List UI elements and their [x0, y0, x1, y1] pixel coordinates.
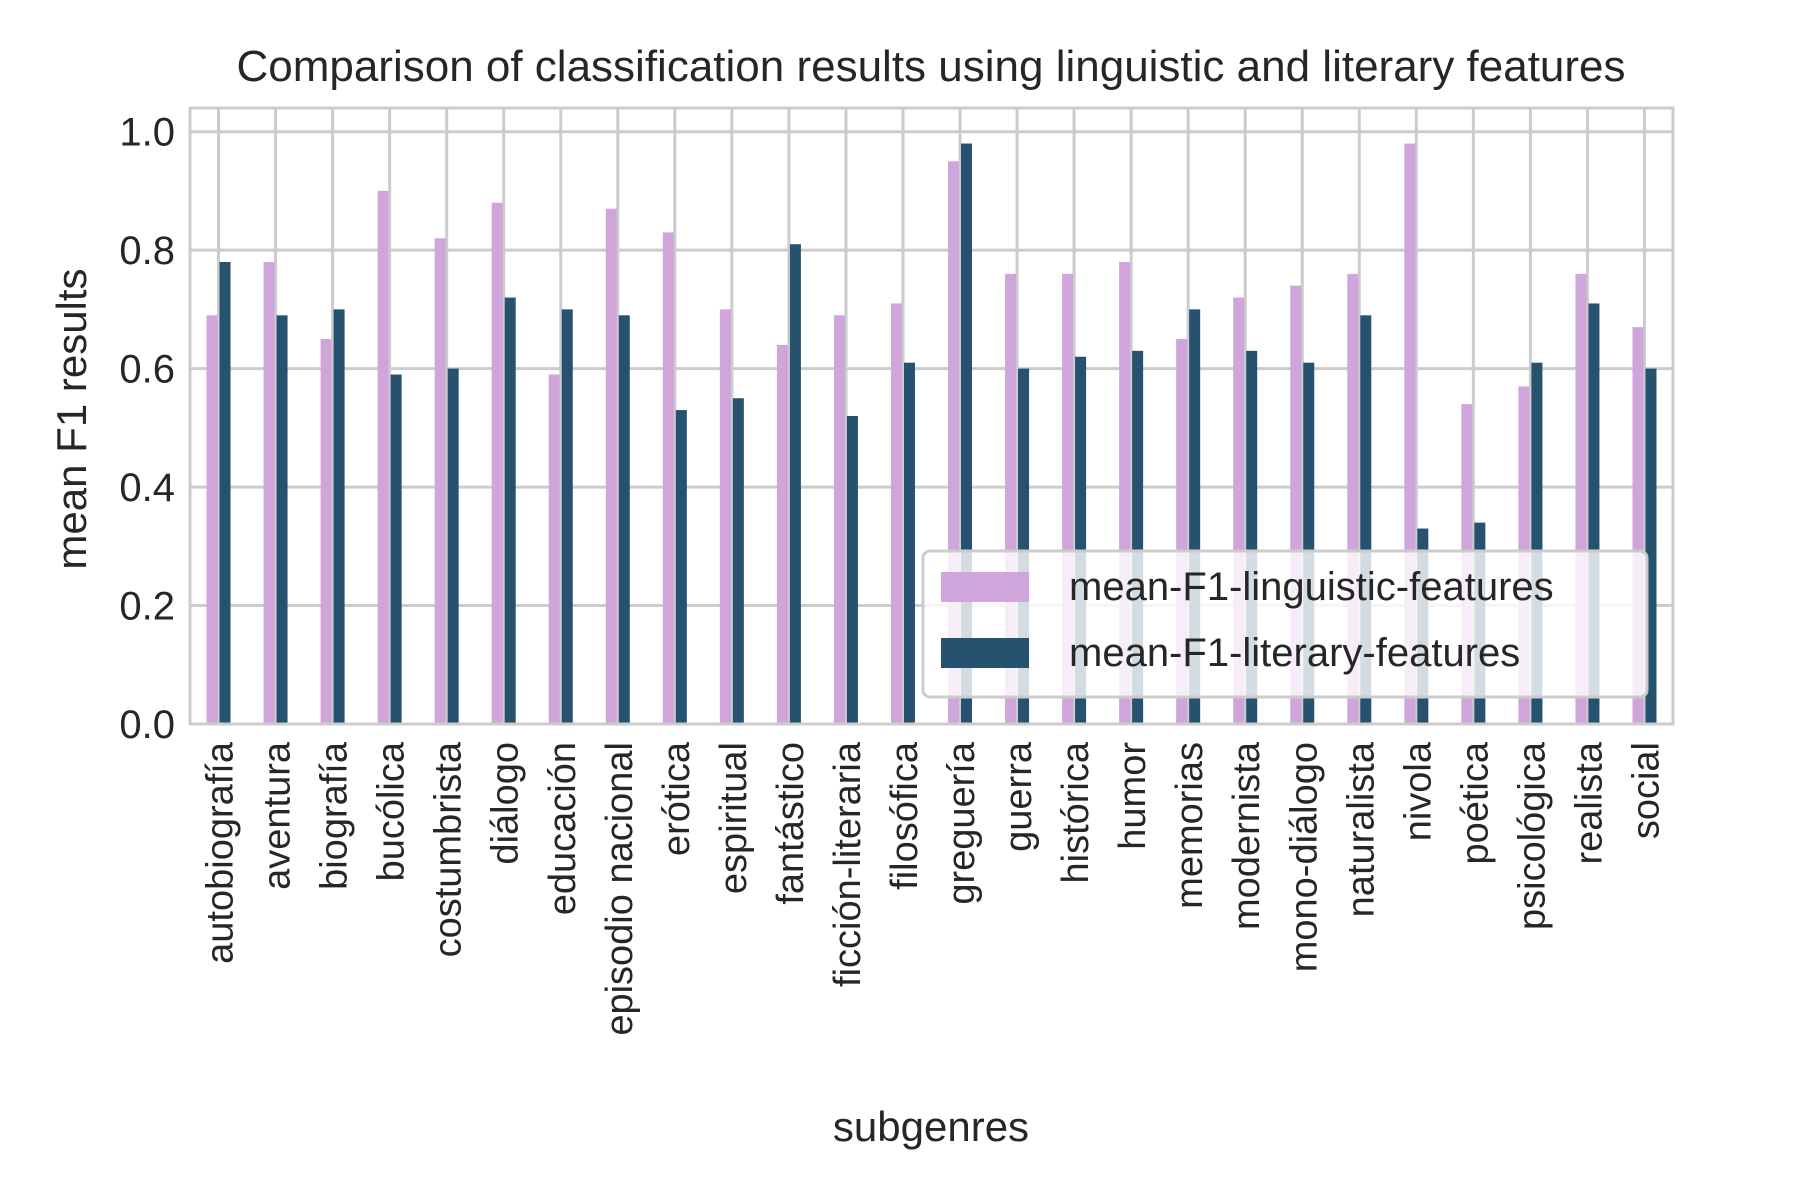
- bar-linguistic-7: [605, 208, 617, 724]
- y-tick-label: 0.2: [119, 585, 175, 629]
- bar-linguistic-5: [491, 202, 503, 724]
- bar-linguistic-20: [1347, 273, 1359, 724]
- bar-literary-5: [504, 297, 516, 724]
- bar-linguistic-14: [1005, 273, 1017, 724]
- bar-linguistic-9: [719, 309, 731, 724]
- bar-literary-20: [1360, 315, 1372, 724]
- bar-literary-2: [333, 309, 345, 724]
- x-tick-label: biografía: [314, 741, 356, 890]
- x-tick-label: educación: [542, 742, 584, 915]
- bar-linguistic-6: [548, 374, 560, 724]
- y-tick-labels: 0.0 0.2 0.4 0.6 0.8 1.0: [119, 111, 175, 747]
- legend-box: [921, 549, 1649, 699]
- bar-literary-1: [276, 315, 288, 724]
- bar-literary-6: [561, 309, 573, 724]
- x-tick-label: autobiografía: [200, 741, 242, 964]
- x-tick-label: histórica: [1055, 741, 1097, 883]
- y-tick-label: 1.0: [119, 111, 175, 155]
- x-tick-label: social: [1625, 742, 1667, 839]
- legend: mean-F1-linguistic-features mean-F1-lite…: [921, 549, 1649, 699]
- x-tick-label: humor: [1112, 742, 1154, 850]
- x-axis-title: subgenres: [833, 1103, 1029, 1150]
- y-tick-label: 0.6: [119, 348, 175, 392]
- x-tick-label: bucólica: [371, 741, 413, 881]
- bar-literary-10: [789, 244, 801, 724]
- chart-title: Comparison of classification results usi…: [236, 42, 1625, 91]
- bar-linguistic-13: [948, 161, 960, 725]
- bar-linguistic-10: [776, 344, 788, 724]
- bar-linguistic-19: [1290, 285, 1302, 724]
- bar-linguistic-16: [1119, 262, 1131, 724]
- bar-linguistic-4: [434, 238, 446, 725]
- bar-linguistic-24: [1575, 273, 1587, 724]
- y-tick-label: 0.0: [119, 703, 175, 747]
- bar-literary-8: [675, 410, 687, 724]
- legend-label-literary: mean-F1-literary-features: [1069, 631, 1520, 675]
- bar-linguistic-2: [320, 339, 332, 724]
- plot-frame: [188, 106, 1675, 726]
- x-tick-label: diálogo: [485, 742, 527, 865]
- bar-linguistic-21: [1404, 143, 1416, 725]
- bar-literary-24: [1588, 303, 1600, 724]
- x-tick-label: greguería: [941, 741, 983, 905]
- x-tick-label: costumbrista: [428, 741, 470, 957]
- x-tick-label: ficción-literaria: [827, 741, 869, 987]
- x-tick-label: aventura: [257, 741, 299, 890]
- legend-label-linguistic: mean-F1-linguistic-features: [1069, 565, 1554, 609]
- bar-literary-23: [1531, 362, 1543, 724]
- x-tick-label: guerra: [998, 741, 1040, 852]
- x-tick-label: naturalista: [1340, 741, 1382, 917]
- bar-literary-19: [1303, 362, 1315, 724]
- bar-literary-12: [903, 362, 915, 724]
- bar-linguistic-1: [263, 262, 275, 724]
- x-tick-labels: autobiografía aventura biografía bucólica co…: [200, 741, 1668, 1036]
- bar-linguistic-8: [662, 232, 674, 724]
- bar-linguistic-15: [1062, 273, 1074, 724]
- x-tick-label: modernista: [1226, 741, 1268, 930]
- bar-literary-7: [618, 315, 630, 724]
- x-tick-label: filosófica: [884, 741, 926, 890]
- bar-literary-4: [447, 368, 459, 724]
- x-tick-label: mono-diálogo: [1283, 742, 1325, 972]
- bar-literary-14: [1018, 368, 1030, 724]
- x-tick-label: poética: [1454, 741, 1496, 864]
- bar-literary-13: [961, 143, 973, 725]
- legend-swatch-linguistic: [941, 572, 1029, 602]
- bar-linguistic-25: [1632, 327, 1644, 724]
- x-tick-label: psicológica: [1511, 741, 1553, 930]
- x-tick-label: fantástico: [770, 742, 812, 905]
- y-axis-title: mean F1 results: [48, 268, 95, 569]
- bar-literary-25: [1645, 368, 1657, 724]
- bar-literary-9: [732, 398, 744, 724]
- bar-literary-16: [1132, 350, 1144, 724]
- x-tick-label: realista: [1568, 741, 1610, 864]
- bar-linguistic-12: [890, 303, 902, 724]
- bar-literary-17: [1189, 309, 1201, 724]
- bar-linguistic-3: [377, 190, 389, 724]
- legend-swatch-literary: [941, 638, 1029, 668]
- bar-linguistic-17: [1176, 339, 1188, 724]
- x-tick-label: episodio nacional: [599, 742, 641, 1036]
- y-tick-label: 0.8: [119, 229, 175, 273]
- bar-literary-11: [846, 416, 858, 724]
- bar-literary-15: [1075, 356, 1087, 724]
- bar-literary-18: [1246, 350, 1258, 724]
- bar-literary-0: [219, 262, 231, 724]
- bar-linguistic-11: [833, 315, 845, 724]
- x-tick-label: nivola: [1397, 741, 1439, 841]
- x-tick-label: espiritual: [713, 742, 755, 894]
- bar-linguistic-18: [1233, 297, 1245, 724]
- bar-literary-3: [390, 374, 402, 724]
- x-tick-label: erótica: [656, 741, 698, 856]
- bar-linguistic-0: [206, 315, 218, 724]
- y-tick-label: 0.4: [119, 466, 175, 510]
- x-tick-label: memorias: [1169, 742, 1211, 909]
